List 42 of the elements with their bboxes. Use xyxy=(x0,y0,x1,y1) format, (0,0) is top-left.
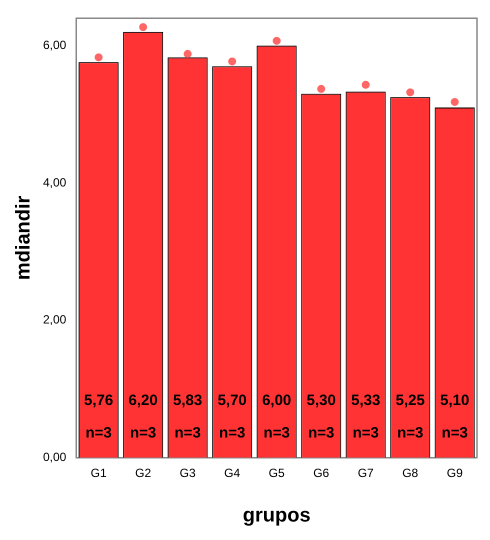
data-label: 5,70 xyxy=(218,392,247,409)
annotation: n=3 xyxy=(308,424,334,442)
x-tick-label: G6 xyxy=(313,466,330,480)
data-label: 5,83 xyxy=(173,392,202,409)
point xyxy=(406,88,414,96)
x-tick-label: G3 xyxy=(180,466,196,480)
point xyxy=(362,80,370,89)
annotation: n=3 xyxy=(442,424,468,442)
x-tick-label: G8 xyxy=(402,466,419,480)
x-tick-label: G9 xyxy=(446,466,464,480)
data-label: 6,00 xyxy=(262,392,292,409)
data-label: 5,30 xyxy=(306,392,336,409)
x-tick-label: G4 xyxy=(224,466,240,480)
data-label: 5,76 xyxy=(84,392,114,409)
point xyxy=(450,98,459,106)
x-tick-label: G1 xyxy=(90,466,107,480)
annotation: n=3 xyxy=(264,424,290,442)
data-label: 5,33 xyxy=(351,392,380,409)
annotation: n=3 xyxy=(397,424,424,442)
annotation: n=3 xyxy=(352,424,379,442)
point xyxy=(317,84,326,93)
point xyxy=(272,36,281,45)
data-label: 5,25 xyxy=(396,392,425,409)
x-tick-label: G5 xyxy=(268,466,286,480)
y-axis-title: mdiandir xyxy=(12,195,35,280)
x-axis-title: grupos xyxy=(242,504,311,527)
point xyxy=(184,50,192,58)
point xyxy=(228,57,236,66)
annotation: n=3 xyxy=(219,424,246,442)
y-tick-label: 6,00 xyxy=(42,38,67,52)
annotation: n=3 xyxy=(85,424,112,442)
x-tick-label: G7 xyxy=(358,466,374,480)
annotation: n=3 xyxy=(174,424,201,442)
x-tick-label: G2 xyxy=(135,466,152,480)
data-label: 6,20 xyxy=(128,392,158,409)
y-tick-label: 2,00 xyxy=(42,312,67,327)
point xyxy=(94,53,103,62)
point xyxy=(139,23,148,32)
y-tick-label: 4,00 xyxy=(42,175,67,190)
data-label: 5,10 xyxy=(440,392,470,409)
y-tick-label: 0,00 xyxy=(42,450,67,464)
annotation: n=3 xyxy=(130,424,156,442)
